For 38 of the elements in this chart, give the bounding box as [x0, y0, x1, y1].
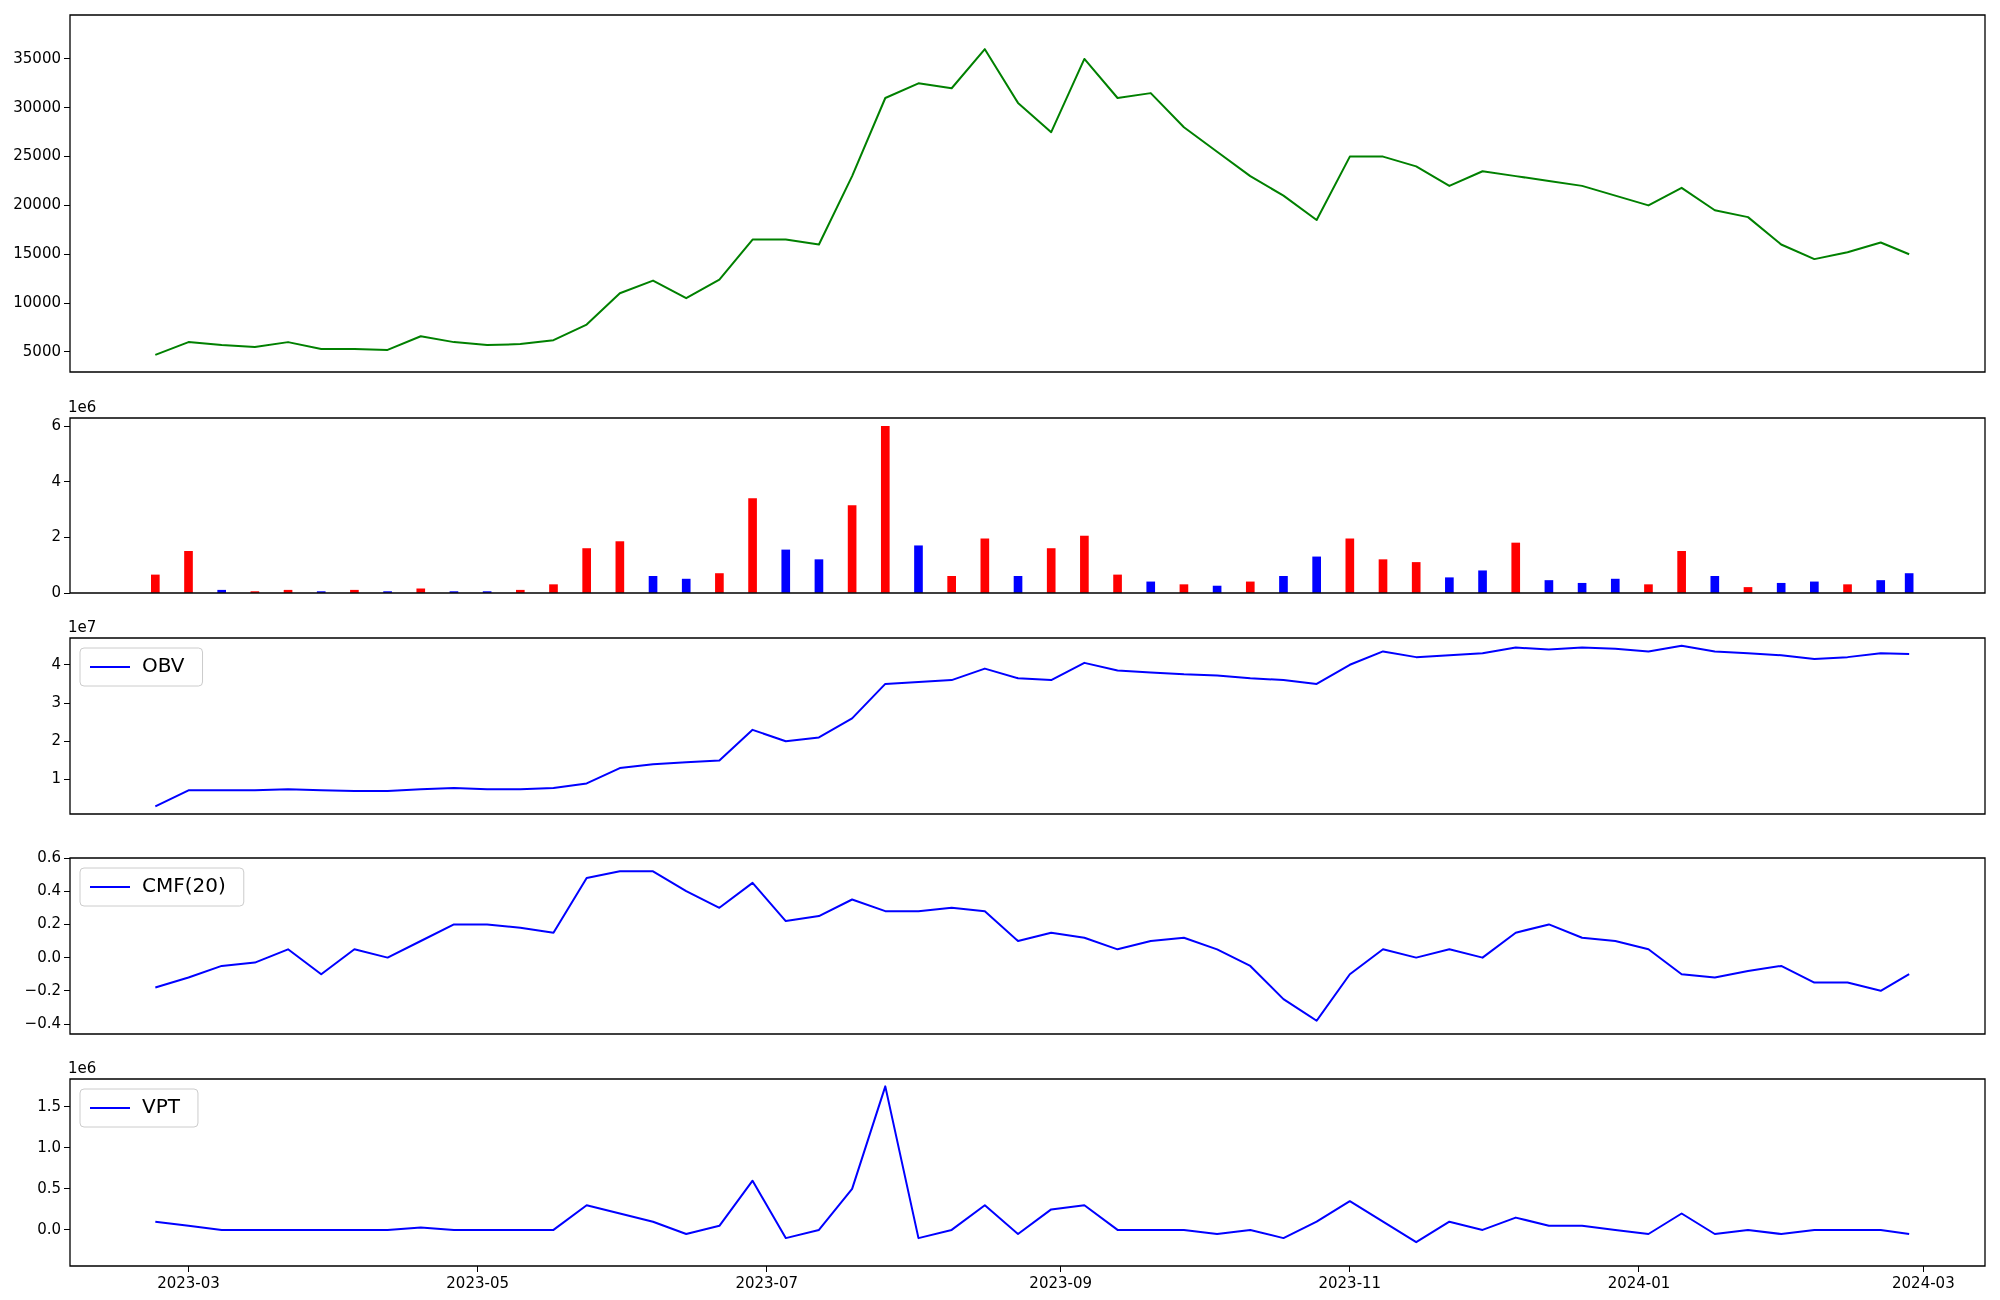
x-tick-label: 2023-03: [157, 1273, 220, 1292]
y-tick-label: 1.5: [37, 1096, 61, 1115]
y-tick-label: 2: [51, 731, 61, 750]
y-tick-label: 4: [51, 471, 61, 490]
x-tick-label: 2023-11: [1318, 1273, 1382, 1292]
x-tick-label: 2023-05: [446, 1273, 509, 1292]
legend-label: OBV: [142, 653, 185, 678]
x-tick-label: 2024-01: [1607, 1273, 1671, 1292]
y-tick-label: 2: [51, 527, 61, 546]
y-tick-label: 4: [51, 654, 61, 673]
y-tick-label: 0.2: [37, 914, 61, 933]
y-tick-label: −0.2: [24, 980, 61, 999]
y-tick-label: 15000: [13, 244, 61, 263]
y-tick-label: 1.0: [37, 1137, 61, 1156]
y-tick-label: 20000: [13, 195, 61, 214]
text: 1e6: [68, 1059, 97, 1078]
text: 1e6: [68, 398, 97, 417]
x-tick-label: 2024-03: [1892, 1273, 1955, 1292]
y-tick-label: 0.5: [37, 1178, 61, 1197]
y-tick-label: 5000: [22, 341, 61, 360]
y-tick-label: 0: [51, 582, 61, 601]
y-tick-label: 0.0: [37, 947, 61, 966]
legend-label: CMF(20): [142, 873, 226, 898]
y-tick-label: 3: [51, 692, 61, 711]
y-tick-label: 0.6: [37, 847, 61, 866]
y-tick-label: 1: [51, 769, 61, 788]
text: 1e7: [68, 618, 97, 637]
y-tick-label: 25000: [13, 146, 61, 165]
y-tick-label: −0.4: [24, 1013, 61, 1032]
x-tick-label: 2023-07: [735, 1273, 799, 1292]
legend-label: VPT: [142, 1094, 181, 1119]
x-tick-label: 2023-09: [1029, 1273, 1093, 1292]
y-tick-label: 6: [51, 416, 61, 435]
y-tick-label: 0.0: [37, 1219, 61, 1238]
y-tick-label: 10000: [13, 292, 61, 311]
y-tick-label: 30000: [13, 97, 61, 116]
y-tick-label: 0.4: [37, 881, 61, 900]
y-tick-label: 35000: [13, 48, 61, 67]
